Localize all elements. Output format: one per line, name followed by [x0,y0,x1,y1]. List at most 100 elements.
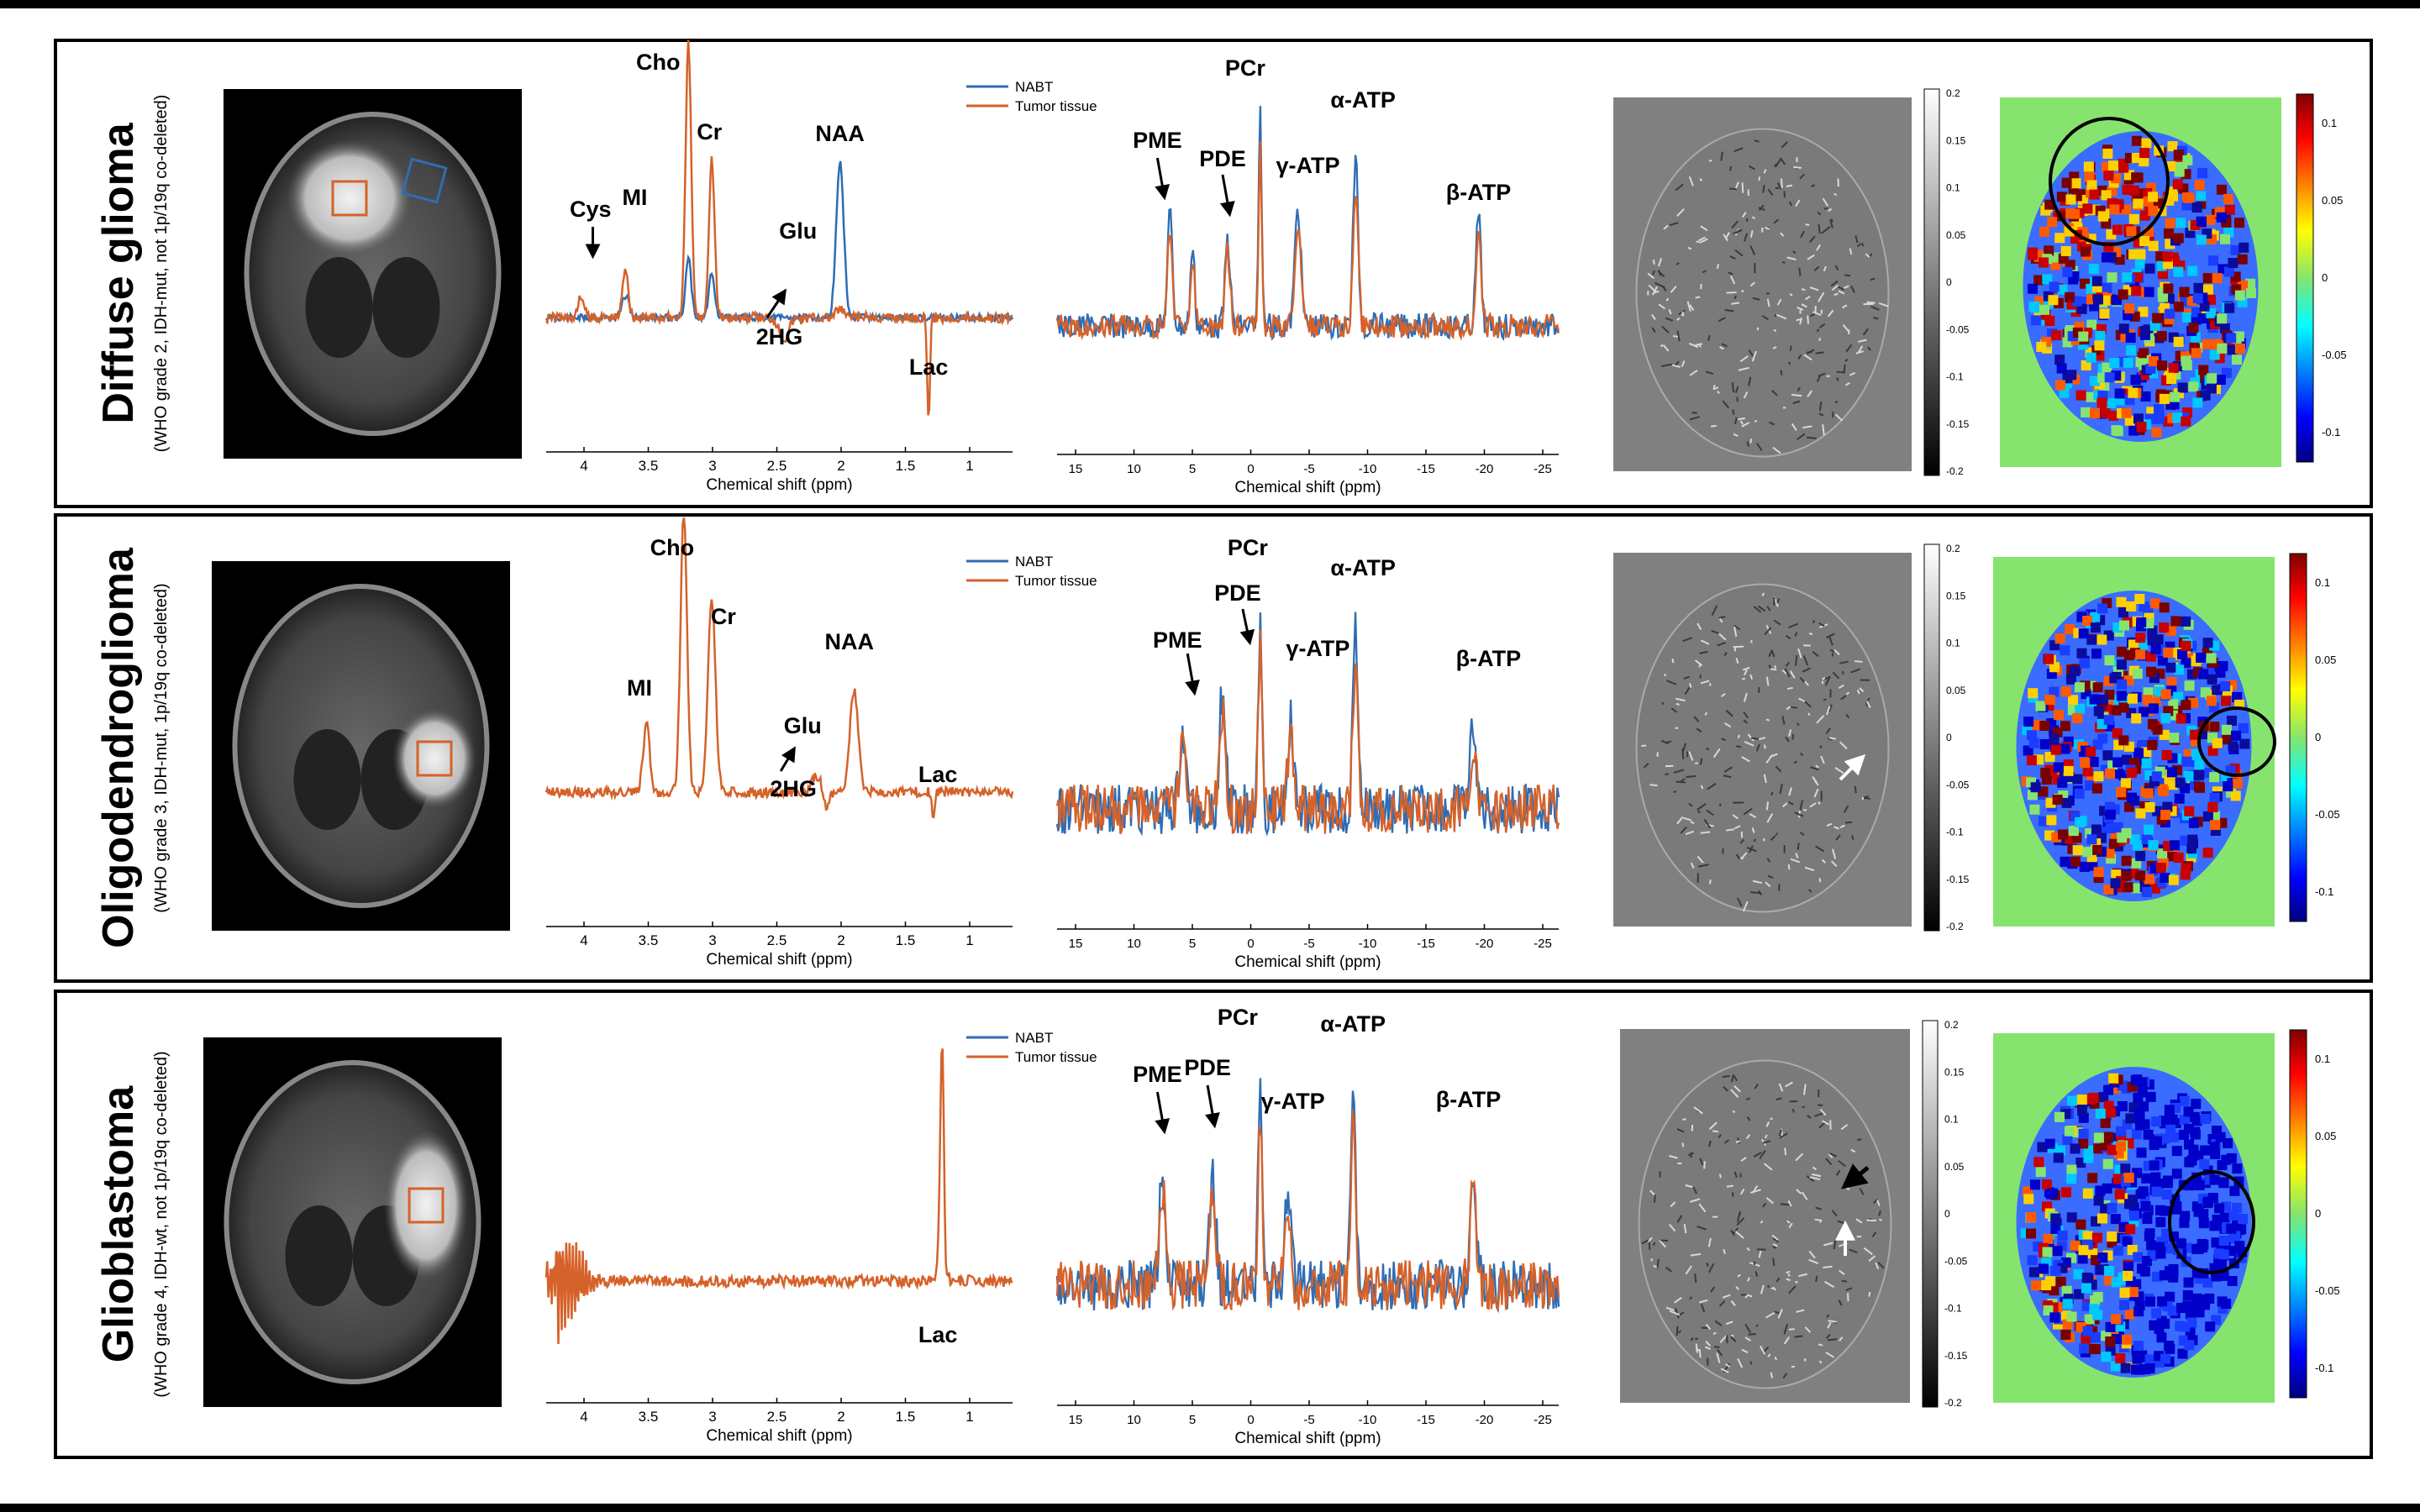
texture-mark [1797,386,1802,392]
map-pixel [2091,1232,2102,1243]
texture-mark [1723,1139,1730,1144]
map-pixel [2039,721,2050,732]
map-pixel [2107,1144,2118,1155]
peak-label: NAA [825,629,875,654]
map-pixel [2082,1231,2093,1242]
texture-mark [1823,1242,1833,1247]
x-tick-label: 2 [837,1409,844,1425]
map-pixel [2140,1200,2151,1211]
texture-mark [1661,363,1672,367]
texture-mark [1708,1263,1715,1273]
colorbar-tick-label: 0.1 [2315,1053,2330,1065]
texture-mark [1829,219,1833,228]
map-pixel [2053,1152,2064,1163]
map-pixel [2165,1124,2176,1135]
arrow [1219,174,1235,218]
texture-mark [1765,1197,1774,1205]
brain-shape [1638,1059,1892,1389]
map-pixel [2237,254,2248,265]
texture-mark [1753,838,1757,843]
map-pixel [2125,1224,2136,1235]
map-pixel [2118,289,2128,300]
map-pixel [2173,233,2184,244]
map-pixel [2162,801,2173,812]
x-tick-label: 1 [965,1409,973,1425]
texture-mark [1798,267,1802,276]
map-pixel [2105,1336,2116,1347]
peak-label: 2HG [770,776,817,801]
map-pixel [2158,269,2169,280]
texture-mark [1834,767,1844,774]
map-pixel [2039,257,2049,268]
colorbar-tick-label: 0.15 [1946,134,1966,146]
map-pixel [2068,826,2079,837]
texture-mark [1781,669,1787,675]
map-pixel [2212,685,2223,696]
map-pixel [2046,815,2057,826]
texture-mark [1818,412,1824,417]
texture-mark [1823,676,1830,680]
texture-mark [1705,1341,1711,1347]
texture-mark [1796,1189,1802,1194]
texture-mark [1722,400,1729,409]
brain-shape [1635,583,1890,913]
texture-mark [1833,648,1840,656]
map-pixel [2088,756,2099,767]
map-pixel [2082,766,2093,777]
texture-mark [1772,446,1781,454]
arrow [1185,653,1200,696]
texture-mark [1829,1120,1832,1130]
texture-mark [1689,370,1698,376]
texture-mark [1722,1294,1731,1299]
texture-mark [1733,295,1737,300]
texture-mark [1799,310,1802,314]
texture-mark [1822,1120,1830,1126]
texture-mark [1652,259,1655,265]
texture-mark [1681,360,1686,367]
texture-mark [1807,254,1815,260]
texture-mark [1743,807,1753,816]
legend-label: Tumor tissue [1015,573,1097,589]
texture-mark [1780,1203,1791,1206]
texture-mark [1722,1075,1730,1078]
texture-mark [1757,605,1766,612]
map-pixel [2120,1163,2131,1174]
texture-mark [1820,309,1823,314]
texture-mark [1733,825,1741,830]
texture-mark [1652,1242,1656,1247]
texture-mark [1809,1176,1821,1181]
texture-mark [1844,274,1851,277]
map-pixel [2108,1073,2119,1084]
map-pixel [2065,674,2076,685]
texture-mark [1718,616,1726,619]
map-pixel [2063,765,2074,776]
texture-mark [1807,315,1810,324]
map-pixel [2226,333,2237,344]
map-pixel [2081,360,2091,370]
texture-mark [1866,701,1871,708]
colorbar-jet [2296,93,2314,463]
texture-mark [1782,407,1786,409]
map-pixel [2148,192,2159,202]
texture-mark [1785,634,1791,640]
texture-mark [1643,763,1649,769]
legend-label: Tumor tissue [1015,1049,1097,1065]
map-pixel [2086,852,2097,863]
map-pixel [2163,283,2174,294]
texture-mark [1799,318,1803,325]
texture-mark [1716,391,1720,395]
texture-mark [1788,787,1792,796]
peak-label: PDE [1184,1055,1231,1080]
map-pixel [2147,635,2158,646]
map-pixel [2130,1075,2141,1086]
map-pixel [2035,1167,2046,1178]
map-pixel [2245,278,2256,289]
texture-mark [1749,245,1756,255]
map-pixel [2056,363,2067,374]
texture-mark [1660,739,1669,745]
texture-mark [1676,816,1684,825]
map-pixel [2162,251,2173,262]
texture-mark [1683,816,1692,822]
texture-mark [1828,636,1833,646]
texture-mark [1676,702,1680,706]
